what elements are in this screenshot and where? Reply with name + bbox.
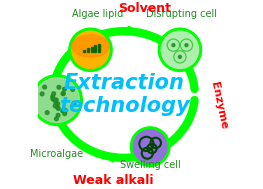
Circle shape xyxy=(35,78,79,122)
Circle shape xyxy=(72,101,76,105)
Bar xyxy=(90,47,93,52)
Text: Enzyme: Enzyme xyxy=(209,81,229,130)
Text: Solvent: Solvent xyxy=(118,2,171,15)
Circle shape xyxy=(167,39,180,51)
Circle shape xyxy=(45,111,49,115)
Bar xyxy=(94,45,97,52)
Circle shape xyxy=(61,109,65,113)
Circle shape xyxy=(55,105,59,109)
Circle shape xyxy=(43,85,47,89)
Circle shape xyxy=(52,98,55,101)
Bar xyxy=(87,48,89,52)
Circle shape xyxy=(57,85,61,89)
Circle shape xyxy=(32,75,82,125)
Circle shape xyxy=(185,44,188,47)
Circle shape xyxy=(54,99,58,102)
Circle shape xyxy=(53,104,57,108)
Ellipse shape xyxy=(72,35,109,57)
Circle shape xyxy=(169,40,178,50)
Circle shape xyxy=(182,40,191,50)
Circle shape xyxy=(69,28,112,71)
Circle shape xyxy=(56,113,60,117)
Bar xyxy=(98,44,100,52)
Bar xyxy=(83,50,85,52)
Circle shape xyxy=(54,101,58,104)
Circle shape xyxy=(180,39,193,51)
Circle shape xyxy=(40,92,44,96)
Circle shape xyxy=(158,28,201,71)
Circle shape xyxy=(52,92,55,96)
Circle shape xyxy=(64,109,67,112)
Circle shape xyxy=(56,102,59,106)
Circle shape xyxy=(54,98,58,102)
Circle shape xyxy=(133,130,167,163)
Circle shape xyxy=(174,51,186,63)
Circle shape xyxy=(178,55,181,58)
Circle shape xyxy=(172,44,175,47)
Circle shape xyxy=(62,91,65,95)
Circle shape xyxy=(130,127,170,166)
Text: Disrupting cell: Disrupting cell xyxy=(146,9,217,19)
Circle shape xyxy=(63,112,67,115)
Text: Algae lipid: Algae lipid xyxy=(72,9,124,19)
Circle shape xyxy=(71,88,74,91)
Text: Microalgae: Microalgae xyxy=(31,149,84,159)
Text: Weak alkali: Weak alkali xyxy=(73,174,153,187)
Circle shape xyxy=(54,117,58,121)
Text: Extraction
technology: Extraction technology xyxy=(59,73,189,116)
Circle shape xyxy=(51,97,55,100)
Circle shape xyxy=(56,107,60,110)
Circle shape xyxy=(63,87,66,91)
Circle shape xyxy=(161,31,199,68)
Text: Swelling cell: Swelling cell xyxy=(120,160,180,170)
Circle shape xyxy=(72,31,109,68)
Circle shape xyxy=(61,92,65,96)
Circle shape xyxy=(175,52,185,62)
Circle shape xyxy=(51,95,55,98)
